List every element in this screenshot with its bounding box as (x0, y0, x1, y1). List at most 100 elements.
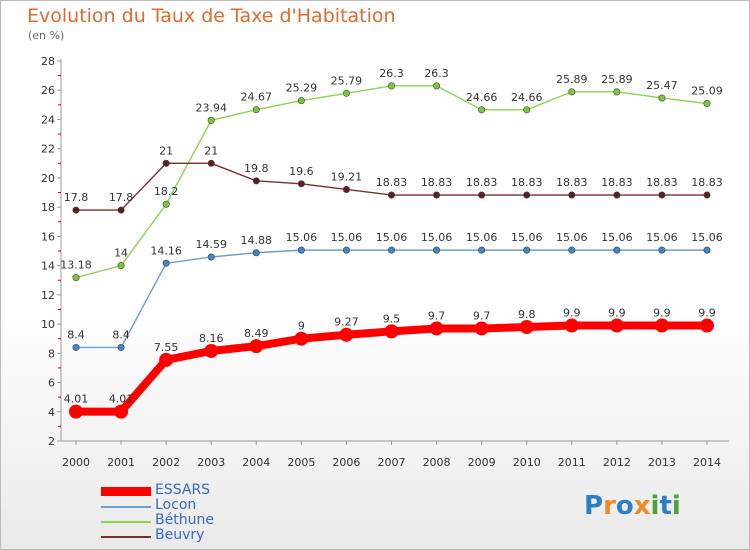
data-point-locon (72, 343, 80, 351)
data-point-bthune (433, 82, 441, 90)
legend-swatch-essars (101, 487, 151, 496)
data-point-essars (294, 331, 309, 346)
data-point-essars (429, 321, 444, 336)
x-tick-label: 2010 (513, 456, 541, 469)
data-point-beuvry (613, 191, 621, 199)
y-tick-label: 12 (41, 289, 55, 302)
data-point-beuvry (387, 191, 395, 199)
x-tick-label: 2008 (423, 456, 451, 469)
proxiti-logo: Proxiti (584, 491, 681, 521)
data-label-bthune: 24.66 (466, 91, 498, 104)
data-label-essars: 7.55 (154, 341, 179, 354)
data-point-beuvry (72, 206, 80, 214)
data-point-locon (207, 253, 215, 261)
chart-title: Evolution du Taux de Taxe d'Habitation (27, 5, 396, 27)
legend-swatch-beuvry (101, 536, 151, 538)
data-point-bthune (252, 106, 260, 114)
x-tick-label: 2013 (648, 456, 676, 469)
data-label-essars: 9.5 (383, 312, 401, 325)
data-point-beuvry (162, 159, 170, 167)
y-tick-label: 14 (41, 260, 55, 273)
data-label-locon: 15.06 (691, 231, 723, 244)
data-label-beuvry: 21 (204, 144, 218, 157)
data-label-locon: 15.06 (286, 231, 318, 244)
data-label-bthune: 24.66 (511, 91, 543, 104)
legend-label-essars: ESSARS (155, 482, 211, 498)
data-point-essars (654, 318, 669, 333)
data-label-bthune: 25.79 (331, 74, 363, 87)
legend-label-beuvry: Beuvry (155, 527, 205, 543)
data-label-essars: 8.49 (244, 327, 269, 340)
data-label-locon: 14.88 (241, 234, 273, 247)
logo-letter: P (584, 491, 604, 521)
data-label-essars: 4.01 (109, 393, 134, 406)
data-point-bthune (117, 262, 125, 270)
data-point-locon (162, 259, 170, 267)
data-point-beuvry (658, 191, 666, 199)
data-label-essars: 9.8 (518, 308, 536, 321)
data-point-essars (204, 343, 219, 358)
logo-letter: i (650, 491, 660, 521)
data-point-bthune (568, 88, 576, 96)
x-tick-label: 2009 (468, 456, 496, 469)
data-label-bthune: 18.2 (154, 185, 179, 198)
y-tick-label: 10 (41, 318, 55, 331)
legend-label-locon: Locon (155, 497, 197, 513)
x-tick-label: 2011 (558, 456, 586, 469)
data-label-beuvry: 18.83 (421, 176, 453, 189)
data-point-beuvry (478, 191, 486, 199)
data-label-bthune: 26.3 (379, 67, 404, 80)
data-label-beuvry: 18.83 (466, 176, 498, 189)
data-label-locon: 14.59 (195, 238, 227, 251)
data-label-locon: 14.16 (150, 244, 182, 257)
data-label-beuvry: 18.83 (511, 176, 543, 189)
x-tick-label: 2007 (378, 456, 406, 469)
logo-letter: t (659, 491, 672, 521)
y-tick-label: 24 (41, 113, 55, 126)
data-label-beuvry: 18.83 (556, 176, 588, 189)
data-label-essars: 9 (298, 320, 305, 333)
data-point-essars (69, 404, 83, 419)
data-point-essars (609, 318, 624, 333)
x-tick-label: 2001 (107, 456, 135, 469)
data-label-essars: 9.9 (608, 307, 626, 320)
data-point-locon (433, 246, 441, 254)
data-label-beuvry: 19.8 (244, 162, 269, 175)
x-tick-label: 2005 (287, 456, 315, 469)
data-point-locon (117, 343, 125, 351)
data-label-beuvry: 17.8 (64, 191, 89, 204)
y-tick-label: 6 (48, 377, 55, 390)
series-line-essars (72, 321, 711, 416)
data-label-locon: 15.06 (601, 231, 633, 244)
data-point-beuvry (117, 206, 125, 214)
data-label-beuvry: 19.21 (331, 170, 363, 183)
data-label-bthune: 25.89 (601, 73, 633, 86)
data-point-beuvry (252, 177, 260, 185)
chart-subtitle: (en %) (28, 29, 65, 42)
data-point-bthune (342, 89, 350, 97)
data-label-bthune: 25.09 (691, 85, 723, 98)
data-label-locon: 15.06 (556, 231, 588, 244)
data-label-bthune: 25.29 (286, 82, 318, 95)
data-point-bthune (72, 274, 80, 282)
data-point-beuvry (297, 180, 305, 188)
data-label-bthune: 25.47 (646, 79, 678, 92)
data-point-locon (342, 246, 350, 254)
data-point-bthune (162, 200, 170, 208)
data-label-bthune: 25.89 (556, 73, 588, 86)
data-point-essars (339, 327, 354, 342)
data-label-locon: 15.06 (511, 231, 543, 244)
data-point-beuvry (523, 191, 531, 199)
logo-letter: i (671, 491, 681, 521)
y-tick-label: 22 (41, 143, 55, 156)
data-label-locon: 15.06 (421, 231, 453, 244)
data-point-bthune (613, 88, 621, 96)
data-point-beuvry (433, 191, 441, 199)
data-label-beuvry: 21 (159, 144, 173, 157)
data-label-beuvry: 17.8 (109, 191, 134, 204)
y-tick-label: 28 (41, 55, 55, 68)
data-label-essars: 9.27 (334, 316, 359, 329)
data-point-locon (568, 246, 576, 254)
data-point-essars (519, 320, 534, 334)
data-point-bthune (207, 116, 215, 124)
